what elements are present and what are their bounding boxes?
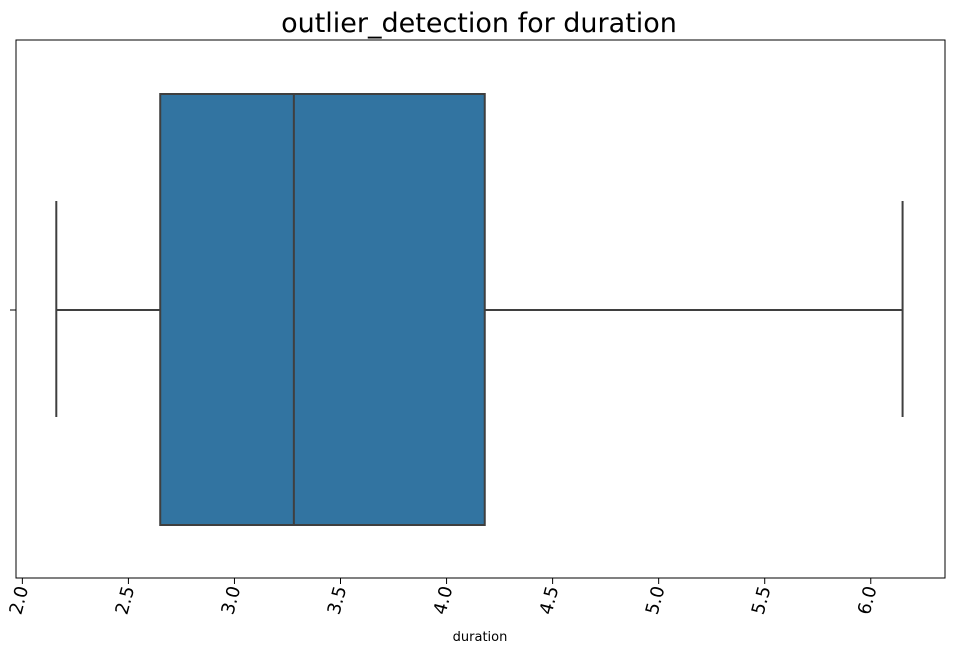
x-tick-label: 5.5 (748, 584, 776, 617)
x-tick-label: 2.5 (112, 584, 140, 617)
x-tick-label: 3.0 (218, 584, 246, 617)
x-axis-label: duration (453, 630, 508, 645)
x-axis-ticks: 2.0 2.5 3.0 3.5 4.0 4.5 5.0 5.5 6.0 (5, 578, 882, 617)
x-tick-label: 3.5 (324, 584, 352, 617)
x-tick-label: 4.5 (536, 584, 564, 617)
x-tick-label: 2.0 (5, 584, 33, 617)
box-group (55, 93, 904, 526)
iqr-box (159, 93, 486, 526)
x-tick-label: 4.0 (430, 584, 458, 617)
chart-title: outlier_detection for duration (281, 8, 677, 39)
x-tick-label: 5.0 (642, 584, 670, 617)
x-tick-label: 6.0 (854, 584, 882, 617)
